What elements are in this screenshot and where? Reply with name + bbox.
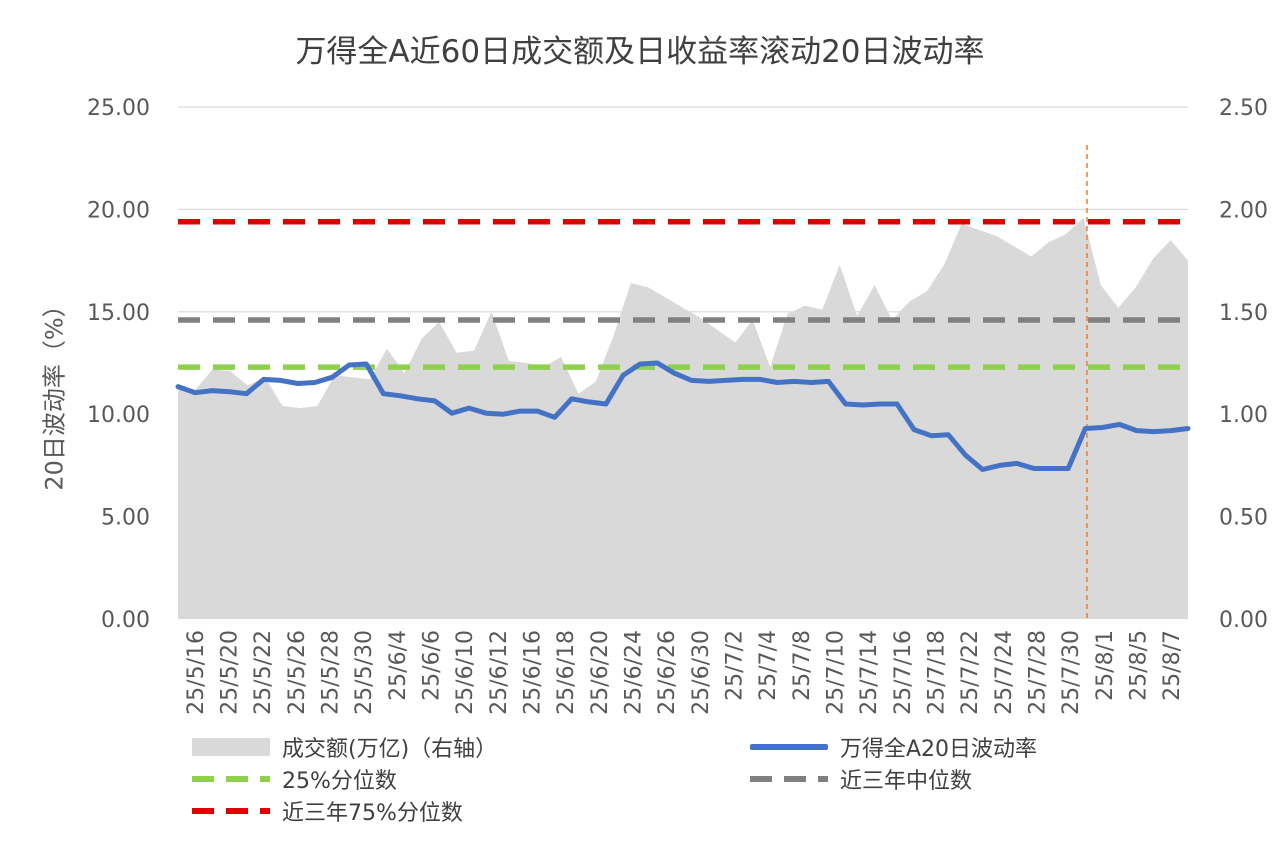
x-tick-label: 25/6/6	[420, 630, 445, 701]
chart-title: 万得全A近60日成交额及日收益率滚动20日波动率	[295, 34, 985, 70]
y-axis-ticks: 0.00 5.00 10.00 15.00 20.00 25.00	[87, 96, 150, 633]
volatility-polyline	[175, 360, 1191, 472]
x-tick-label: 25/7/16	[891, 630, 916, 715]
y2-axis-ticks: 0.00 0.50 1.00 1.50 2.00 2.50	[1219, 96, 1268, 633]
x-axis-ticks: 25/5/16 25/5/20 25/5/22 25/5/26 25/5/28 25/5/…	[184, 630, 1185, 715]
x-tick-label: 25/7/18	[925, 630, 950, 715]
x-tick-label: 25/5/26	[285, 630, 310, 715]
x-tick-label: 25/5/28	[319, 630, 344, 715]
y2-tick-label: 1.50	[1219, 301, 1268, 326]
x-tick-label: 25/7/4	[756, 630, 781, 701]
volatility-line	[175, 360, 1191, 472]
x-tick-label: 25/8/1	[1093, 630, 1118, 701]
x-tick-label: 25/7/8	[790, 630, 815, 701]
y-tick-label: 15.00	[87, 301, 150, 326]
volume-area-path	[178, 217, 1188, 619]
x-tick-label: 25/7/10	[824, 630, 849, 715]
y2-tick-label: 0.00	[1219, 608, 1268, 633]
x-tick-label: 25/6/26	[655, 630, 680, 715]
volume-area	[178, 217, 1188, 619]
y2-tick-label: 2.00	[1219, 198, 1268, 223]
y2-tick-label: 1.00	[1219, 403, 1268, 428]
y-tick-label: 0.00	[101, 608, 150, 633]
x-tick-label: 25/7/22	[958, 630, 983, 715]
x-tick-label: 25/6/24	[622, 630, 647, 715]
reference-lines	[178, 218, 1188, 370]
y-tick-label: 20.00	[87, 198, 150, 223]
x-tick-label: 25/7/28	[1026, 630, 1051, 715]
x-tick-label: 25/5/16	[184, 630, 209, 715]
x-tick-label: 25/8/7	[1160, 630, 1185, 701]
x-tick-label: 25/6/10	[453, 630, 478, 715]
x-tick-label: 25/6/20	[588, 630, 613, 715]
y2-tick-label: 0.50	[1219, 506, 1268, 531]
x-tick-label: 25/7/2	[723, 630, 748, 701]
x-tick-label: 25/7/14	[857, 630, 882, 715]
y-tick-label: 10.00	[87, 403, 150, 428]
y2-tick-label: 2.50	[1219, 96, 1268, 121]
x-tick-label: 25/6/18	[554, 630, 579, 715]
x-tick-label: 25/6/16	[521, 630, 546, 715]
x-tick-label: 25/6/30	[689, 630, 714, 715]
x-tick-label: 25/7/30	[1059, 630, 1084, 715]
x-tick-label: 25/5/22	[251, 630, 276, 715]
y-tick-label: 5.00	[101, 506, 150, 531]
x-tick-label: 25/7/24	[992, 630, 1017, 715]
x-tick-label: 25/8/5	[1127, 630, 1152, 701]
x-tick-label: 25/6/4	[386, 630, 411, 701]
y-tick-label: 25.00	[87, 96, 150, 121]
x-tick-label: 25/6/12	[487, 630, 512, 715]
x-tick-label: 25/5/20	[218, 630, 243, 715]
x-tick-label: 25/5/30	[352, 630, 377, 715]
